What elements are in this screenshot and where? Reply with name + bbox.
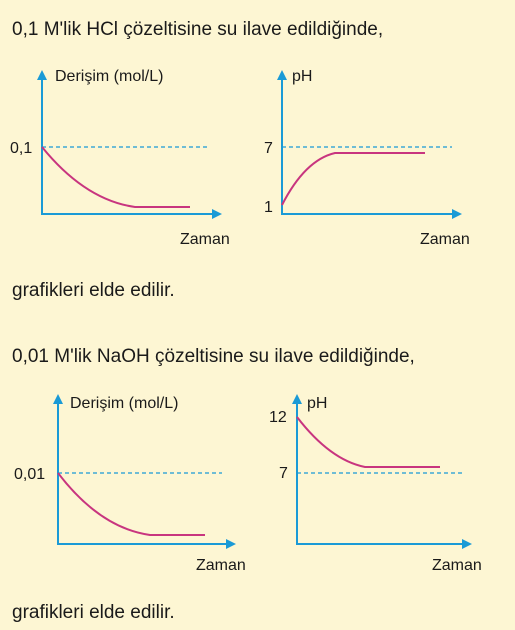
- intro-text: 0,01 M'lik NaOH çözeltisine su ilave edi…: [12, 346, 415, 367]
- conclusion-text: grafikleri elde edilir.: [12, 602, 175, 623]
- intro-text: 0,1 M'lik HCl çözeltisine su ilave edild…: [12, 19, 383, 40]
- x-label: Zaman: [196, 557, 246, 574]
- curve: [281, 152, 425, 206]
- x-label: Zaman: [432, 557, 482, 574]
- axes: [41, 78, 214, 215]
- y-label: pH: [307, 395, 327, 412]
- conclusion-text: grafikleri elde edilir.: [12, 280, 175, 301]
- graph: Derişim (mol/L) 0,1 Zaman: [10, 68, 230, 248]
- graph: pH 12 7 Zaman: [269, 394, 482, 574]
- tick-label: 12: [269, 409, 287, 426]
- graph: pH 7 1 Zaman: [264, 68, 470, 248]
- graph: Derişim (mol/L) 0,01 Zaman: [14, 394, 246, 574]
- tick-label: 1: [264, 199, 273, 216]
- axes: [57, 402, 228, 545]
- curve: [296, 416, 440, 468]
- y-label: Derişim (mol/L): [55, 68, 163, 85]
- curve: [57, 472, 205, 536]
- tick-label: 7: [264, 140, 273, 157]
- y-label: Derişim (mol/L): [70, 395, 178, 412]
- axes: [281, 78, 454, 215]
- tick-label: 7: [279, 465, 288, 482]
- curve: [41, 146, 190, 208]
- tick-label: 0,01: [14, 466, 45, 483]
- y-label: pH: [292, 68, 312, 85]
- axes: [296, 402, 464, 545]
- x-label: Zaman: [180, 231, 230, 248]
- tick-label: 0,1: [10, 140, 32, 157]
- x-label: Zaman: [420, 231, 470, 248]
